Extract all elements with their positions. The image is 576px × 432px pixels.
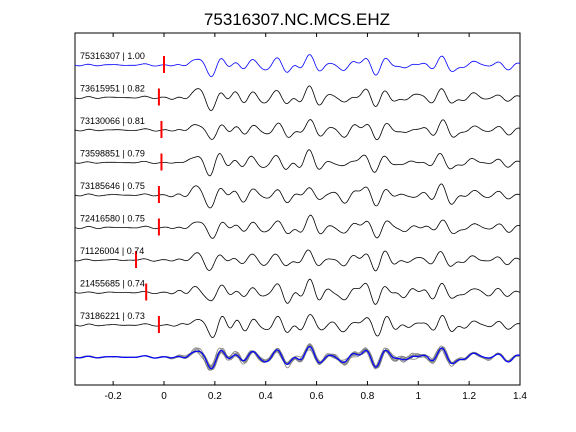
trace-label: 75316307 | 1.00 <box>80 51 145 61</box>
x-tick-label: 0.2 <box>208 391 222 402</box>
x-tick-label: -0.2 <box>105 391 123 402</box>
trace-label: 21455685 | 0.74 <box>80 279 145 289</box>
x-tick-label: 0.6 <box>310 391 324 402</box>
waveform-trace <box>74 54 521 78</box>
trace-label: 73598851 | 0.79 <box>80 149 145 159</box>
x-tick-label: 1.2 <box>462 391 476 402</box>
x-tick-label: 0.4 <box>259 391 273 402</box>
stack-layer <box>74 343 521 371</box>
pick-markers-layer <box>135 56 165 333</box>
stacked-master-trace <box>74 345 521 370</box>
waveform-trace <box>74 119 521 141</box>
x-tick-label: 1 <box>416 391 422 402</box>
waveform-trace <box>74 149 521 177</box>
trace-label: 73185646 | 0.75 <box>80 181 145 191</box>
waveform-trace <box>74 249 521 272</box>
waveform-trace <box>74 278 521 305</box>
trace-label: 71126004 | 0.74 <box>80 246 144 256</box>
stacked-trace <box>74 346 521 369</box>
x-tick-label: 1.4 <box>513 391 527 402</box>
traces-layer <box>74 54 521 339</box>
x-axis: -0.2 0 0.2 0.4 0.6 0.8 1 1.2 1.4 <box>105 33 527 402</box>
x-tick-label: 0.8 <box>360 391 374 402</box>
trace-label: 73615951 | 0.82 <box>80 84 145 94</box>
waveform-trace <box>74 183 521 209</box>
waveform-trace <box>74 85 521 112</box>
plot-frame <box>74 32 521 386</box>
stacked-trace <box>74 343 521 371</box>
x-tick-label: 0 <box>161 391 167 402</box>
waveform-trace <box>74 214 521 239</box>
trace-label: 72416580 | 0.75 <box>80 214 145 224</box>
trace-labels-layer: 75316307 | 1.00 73615951 | 0.82 73130066 |… <box>80 51 145 321</box>
trace-label: 73186221 | 0.73 <box>80 311 145 321</box>
trace-label: 73130066 | 0.81 <box>80 116 145 126</box>
chart-title: 75316307.NC.MCS.EHZ <box>204 10 390 29</box>
waveform-trace <box>74 314 521 339</box>
